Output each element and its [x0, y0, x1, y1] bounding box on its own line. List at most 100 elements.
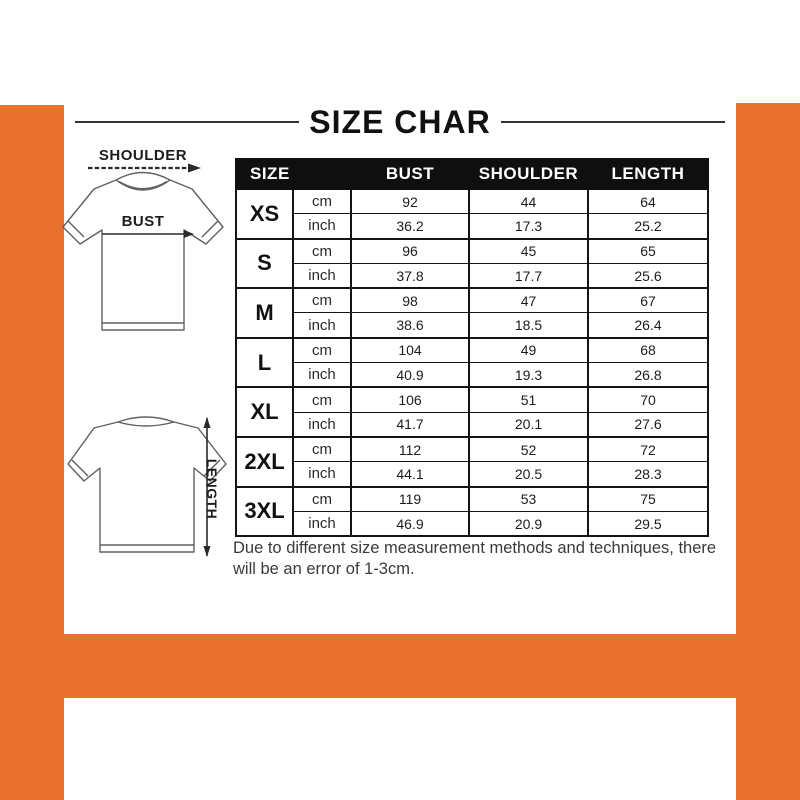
- unit-label: cm: [292, 287, 352, 314]
- header-bust: BUST: [350, 158, 470, 190]
- value-cell: 20.5: [468, 461, 589, 488]
- shirt-back-diagram: LENGTH: [58, 400, 233, 575]
- size-row-3xl-cm: 3XL cm 119 53 75: [235, 485, 709, 538]
- size-row-xs-inch: inch 36.2 17.3 25.2: [236, 213, 709, 240]
- size-row-xl-inch: inch 41.7 20.1 27.6: [236, 411, 709, 438]
- unit-label: cm: [292, 435, 352, 463]
- title-rule-right: [500, 121, 726, 123]
- value-cell: 44: [468, 188, 589, 215]
- value-cell: 29.5: [587, 510, 709, 538]
- header-size: SIZE: [235, 158, 352, 190]
- tshirt-front-outline: [62, 171, 224, 331]
- size-label: XL: [235, 386, 294, 438]
- value-cell: 26.4: [587, 312, 709, 339]
- size-row-2xl-inch: inch 44.1 20.5 28.3: [236, 461, 709, 488]
- value-cell: 18.5: [468, 312, 589, 339]
- size-row-m-inch: inch 38.6 18.5 26.4: [236, 312, 709, 339]
- value-cell: 47: [468, 287, 589, 314]
- size-label: XS: [235, 188, 294, 240]
- value-cell: 70: [587, 386, 709, 413]
- value-cell: 46.9: [350, 510, 470, 538]
- header-length: LENGTH: [587, 158, 709, 190]
- value-cell: 72: [587, 435, 709, 463]
- value-cell: 19.3: [468, 362, 589, 389]
- measurement-note: Due to different size measurement method…: [233, 538, 738, 580]
- value-cell: 112: [350, 435, 470, 463]
- value-cell: 26.8: [587, 362, 709, 389]
- length-measure-label: LENGTH: [204, 459, 220, 520]
- unit-label: cm: [292, 336, 352, 364]
- title-rule-left: [75, 121, 300, 123]
- bust-arrow: [102, 230, 194, 238]
- value-cell: 52: [468, 435, 589, 463]
- value-cell: 17.7: [468, 262, 589, 290]
- value-cell: 51: [468, 386, 589, 413]
- size-row-xl-cm: XL cm 106 51 70: [235, 386, 709, 438]
- unit-label: cm: [292, 237, 352, 264]
- size-row-2xl-cm: 2XL cm 112 52 72: [235, 435, 709, 488]
- value-cell: 36.2: [350, 213, 470, 240]
- value-cell: 44.1: [350, 461, 470, 488]
- unit-label: cm: [292, 386, 352, 413]
- unit-label: inch: [292, 411, 352, 438]
- note-line-1: Due to different size measurement method…: [233, 539, 717, 557]
- page-title: SIZE CHAR: [309, 103, 491, 140]
- value-cell: 49: [468, 336, 589, 364]
- value-cell: 25.2: [587, 213, 709, 240]
- value-cell: 41.7: [350, 411, 470, 438]
- bust-measure-label: BUST: [122, 213, 165, 230]
- value-cell: 68: [587, 336, 709, 364]
- value-cell: 96: [350, 237, 470, 264]
- orange-frame-bottom: [0, 634, 800, 698]
- value-cell: 92: [350, 188, 470, 215]
- tshirt-back-outline: [67, 416, 227, 553]
- size-row-3xl-inch: inch 46.9 20.9 29.5: [236, 510, 709, 538]
- value-cell: 104: [350, 336, 470, 364]
- tshirt-back-icon: LENGTH: [67, 416, 227, 557]
- size-label: L: [235, 336, 294, 389]
- unit-label: inch: [292, 461, 352, 488]
- value-cell: 20.1: [468, 411, 589, 438]
- unit-label: cm: [292, 188, 352, 215]
- unit-label: inch: [292, 262, 352, 290]
- size-label: 2XL: [235, 435, 294, 488]
- unit-label: inch: [292, 213, 352, 240]
- unit-label: cm: [292, 485, 352, 512]
- value-cell: 17.3: [468, 213, 589, 240]
- value-cell: 64: [587, 188, 709, 215]
- size-label: S: [235, 237, 294, 290]
- value-cell: 75: [587, 485, 709, 512]
- value-cell: 106: [350, 386, 470, 413]
- size-row-l-inch: inch 40.9 19.3 26.8: [236, 362, 709, 389]
- title-row: SIZE CHAR: [75, 102, 726, 142]
- size-table: SIZE BUST SHOULDER LENGTH XS cm 92 44 64 inch…: [235, 158, 709, 538]
- shoulder-measure-label: SHOULDER: [99, 147, 187, 164]
- size-label: 3XL: [235, 485, 294, 538]
- value-cell: 53: [468, 485, 589, 512]
- note-line-2: will be an error of 1-3cm.: [233, 560, 415, 578]
- header-shoulder: SHOULDER: [468, 158, 589, 190]
- tshirt-front-icon: SHOULDER BUST: [62, 147, 224, 331]
- value-cell: 65: [587, 237, 709, 264]
- length-arrow: [203, 417, 211, 557]
- value-cell: 38.6: [350, 312, 470, 339]
- table-header-row: SIZE BUST SHOULDER LENGTH: [235, 158, 709, 190]
- shirt-front-diagram: SHOULDER BUST: [58, 140, 233, 340]
- shoulder-arrow: [88, 163, 201, 173]
- value-cell: 45: [468, 237, 589, 264]
- unit-label: inch: [292, 312, 352, 339]
- unit-label: inch: [292, 362, 352, 389]
- size-row-xs-cm: XS cm 92 44 64: [235, 188, 709, 240]
- value-cell: 27.6: [587, 411, 709, 438]
- value-cell: 98: [350, 287, 470, 314]
- value-cell: 40.9: [350, 362, 470, 389]
- value-cell: 25.6: [587, 262, 709, 290]
- size-label: M: [235, 287, 294, 339]
- value-cell: 67: [587, 287, 709, 314]
- value-cell: 37.8: [350, 262, 470, 290]
- value-cell: 20.9: [468, 510, 589, 538]
